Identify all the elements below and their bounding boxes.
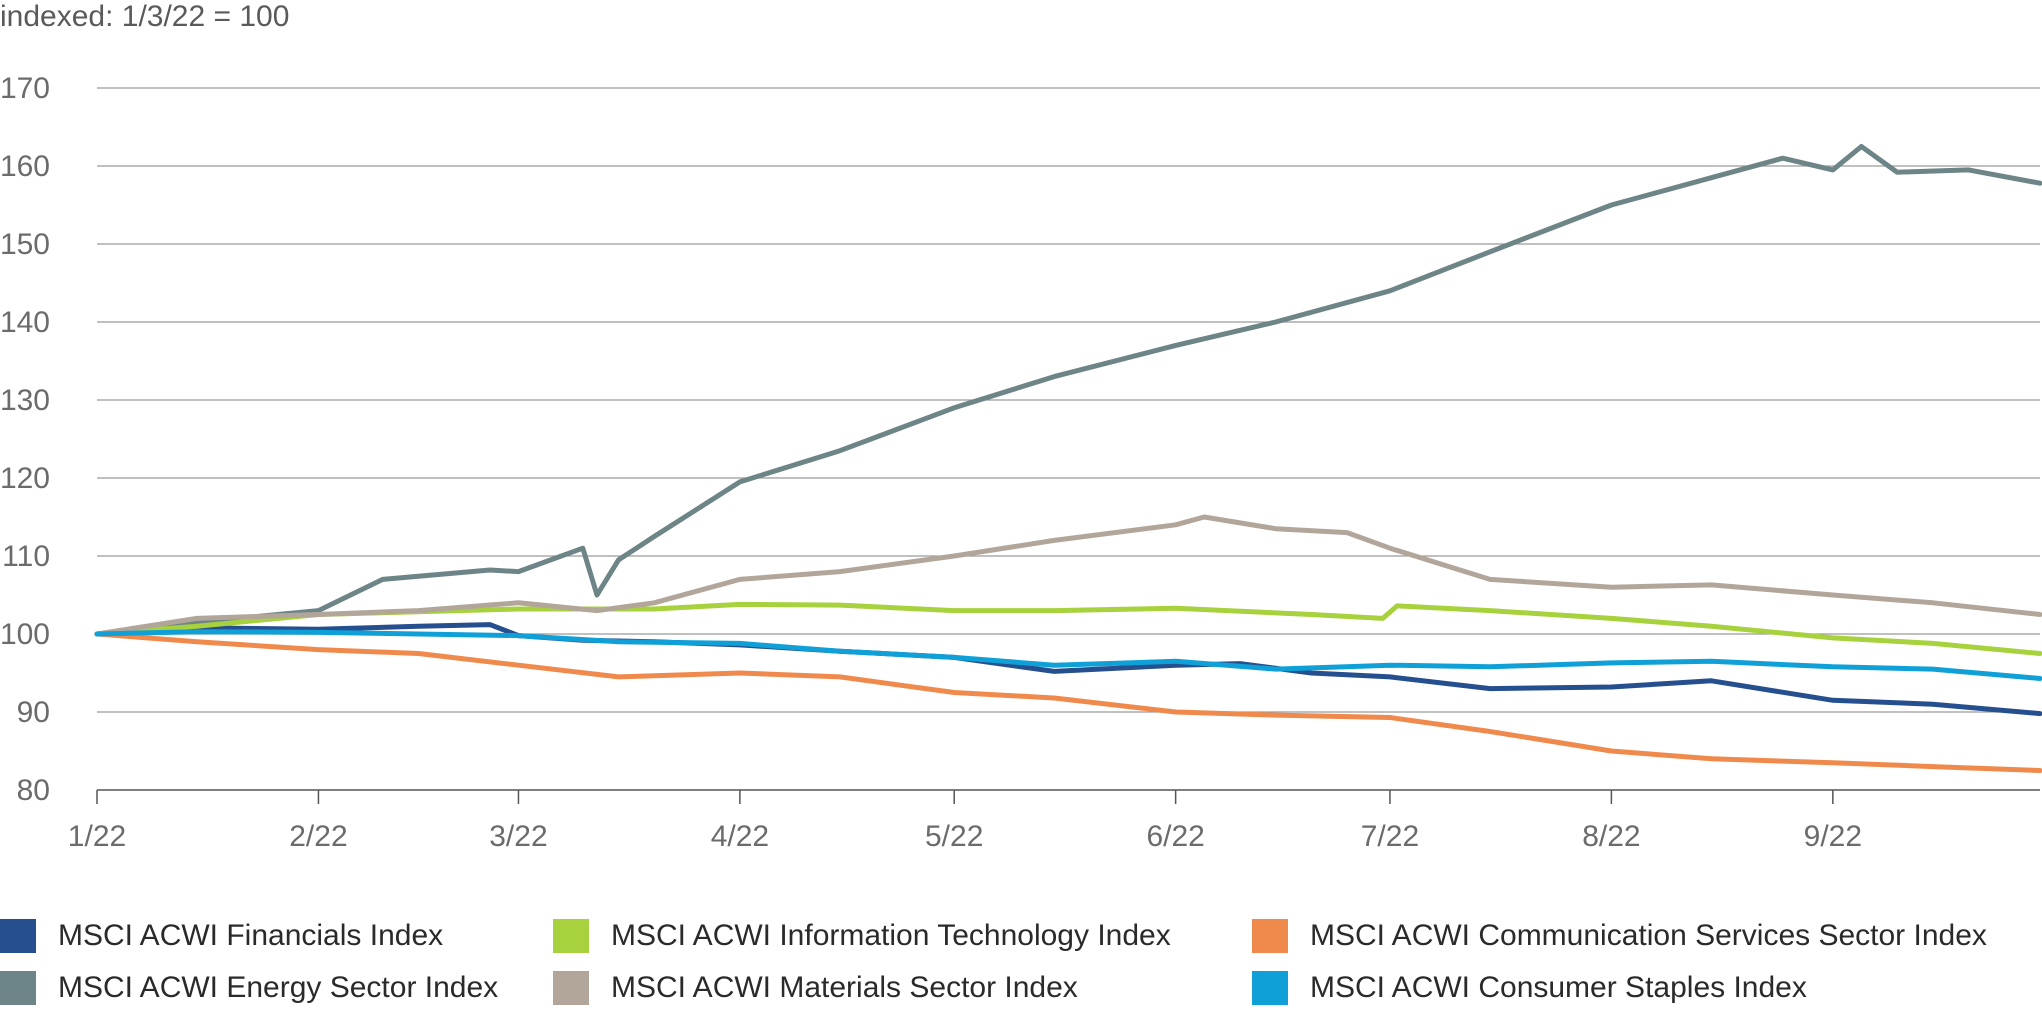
legend-label-financials: MSCI ACWI Financials Index bbox=[58, 919, 444, 952]
x-tick-label: 4/22 bbox=[711, 820, 769, 853]
series-line-1 bbox=[94, 144, 2042, 637]
x-tick-label: 3/22 bbox=[489, 820, 547, 853]
x-tick-label: 6/22 bbox=[1146, 820, 1204, 853]
legend-item-consumer-staples: MSCI ACWI Consumer Staples Index bbox=[1252, 966, 1807, 1010]
legend-swatch-financials bbox=[0, 919, 36, 953]
legend-swatch-energy bbox=[0, 971, 36, 1005]
y-tick-label: 110 bbox=[2, 540, 50, 573]
legend-swatch-information-technology bbox=[553, 919, 589, 953]
y-tick-label: 120 bbox=[0, 462, 50, 495]
series-line-5 bbox=[94, 629, 2042, 681]
legend-label-consumer-staples: MSCI ACWI Consumer Staples Index bbox=[1310, 971, 1807, 1004]
x-tick-label: 9/22 bbox=[1804, 820, 1862, 853]
x-tick-label: 8/22 bbox=[1582, 820, 1640, 853]
x-tick-label: 7/22 bbox=[1361, 820, 1419, 853]
x-tick-label: 5/22 bbox=[925, 820, 983, 853]
legend-label-materials: MSCI ACWI Materials Sector Index bbox=[611, 971, 1078, 1004]
legend-swatch-consumer-staples bbox=[1252, 971, 1288, 1005]
legend-item-communication-services: MSCI ACWI Communication Services Sector … bbox=[1252, 914, 1987, 958]
series-lines bbox=[94, 144, 2042, 773]
legend: MSCI ACWI Financials Index MSCI ACWI Ene… bbox=[0, 914, 2042, 1014]
legend-item-information-technology: MSCI ACWI Information Technology Index bbox=[553, 914, 1171, 958]
y-tick-label: 150 bbox=[0, 228, 50, 261]
legend-swatch-materials bbox=[553, 971, 589, 1005]
x-tick-label: 2/22 bbox=[289, 820, 347, 853]
series-line-4 bbox=[94, 631, 2042, 773]
y-tick-label: 80 bbox=[17, 774, 50, 807]
legend-item-financials: MSCI ACWI Financials Index bbox=[0, 914, 443, 958]
y-tick-label: 140 bbox=[0, 306, 50, 339]
legend-swatch-communication-services bbox=[1252, 919, 1288, 953]
y-tick-label: 90 bbox=[17, 696, 50, 729]
legend-label-energy: MSCI ACWI Energy Sector Index bbox=[58, 971, 499, 1004]
y-tick-label: 170 bbox=[0, 72, 50, 105]
series-line-2 bbox=[94, 601, 2042, 656]
legend-label-communication-services: MSCI ACWI Communication Services Sector … bbox=[1310, 919, 1987, 952]
y-tick-label: 100 bbox=[0, 618, 50, 651]
x-tick-label: 1/22 bbox=[68, 820, 126, 853]
y-tick-label: 160 bbox=[0, 150, 50, 183]
series-line-3 bbox=[94, 514, 2042, 637]
legend-item-energy: MSCI ACWI Energy Sector Index bbox=[0, 966, 498, 1010]
x-axis: 1/22 2/22 3/22 4/22 5/22 6/22 7/22 8/22 9/22 bbox=[68, 789, 2040, 853]
y-axis-note: indexed: 1/3/22 = 100 bbox=[0, 0, 290, 33]
legend-label-information-technology: MSCI ACWI Information Technology Index bbox=[611, 919, 1171, 952]
line-chart: 80 90 100 110 120 130 140 150 160 170 1/22 2/22 3/2… bbox=[0, 72, 2042, 853]
series-line-0 bbox=[94, 622, 2042, 717]
legend-item-materials: MSCI ACWI Materials Sector Index bbox=[553, 966, 1078, 1010]
y-tick-label: 130 bbox=[0, 384, 50, 417]
